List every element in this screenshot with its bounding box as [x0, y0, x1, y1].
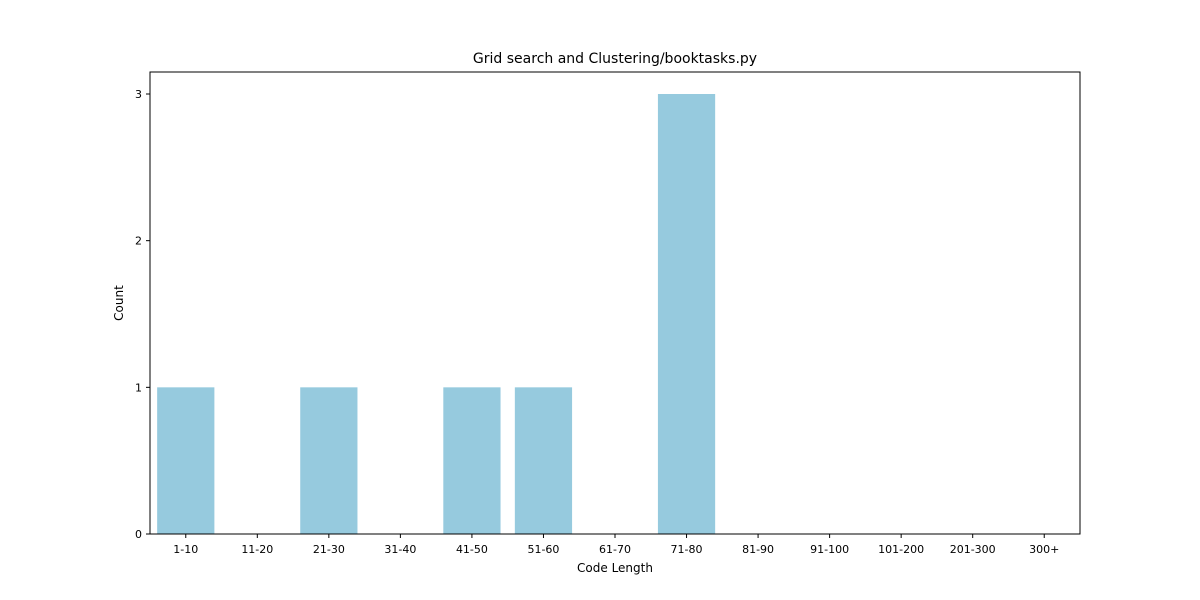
x-tick-label: 91-100	[810, 543, 849, 556]
bar-71-80	[657, 94, 716, 534]
x-tick-label: 81-90	[742, 543, 774, 556]
x-tick-label: 1-10	[173, 543, 198, 556]
x-tick-label: 71-80	[671, 543, 703, 556]
bar-21-30	[300, 387, 358, 534]
x-tick-label: 51-60	[527, 543, 559, 556]
x-tick-label: 101-200	[878, 543, 924, 556]
bar-41-50	[443, 387, 501, 534]
y-tick-label: 2	[135, 235, 142, 248]
chart-title: Grid search and Clustering/booktasks.py	[473, 51, 757, 67]
y-axis: 0 1 2 3	[135, 88, 150, 541]
y-tick-label: 1	[135, 381, 142, 394]
plot-frame	[149, 71, 1081, 535]
x-axis-label: Code Length	[577, 561, 653, 575]
x-tick-label: 300+	[1029, 543, 1059, 556]
x-tick-label: 11-20	[241, 543, 273, 556]
x-tick-label: 201-300	[950, 543, 996, 556]
x-tick-label: 21-30	[313, 543, 345, 556]
bars-group	[157, 94, 716, 534]
bar-51-60	[514, 387, 573, 534]
y-axis-label: Count	[112, 285, 126, 321]
y-tick-label: 0	[135, 528, 142, 541]
x-tick-label: 61-70	[599, 543, 631, 556]
x-tick-label: 31-40	[384, 543, 416, 556]
y-tick-label: 3	[135, 88, 142, 101]
x-axis: 1-10 11-20 21-30 31-40 41-50 51-60 61-70 71-80 8…	[173, 534, 1059, 556]
bar-1-10	[157, 387, 215, 534]
x-tick-label: 41-50	[456, 543, 488, 556]
